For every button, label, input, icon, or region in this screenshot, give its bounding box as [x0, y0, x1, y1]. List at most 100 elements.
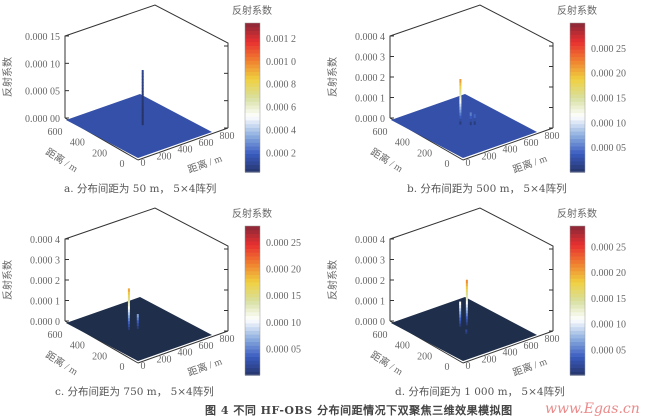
box-outline	[389, 4, 554, 128]
colorbar-tick-label: 0.000 20	[591, 268, 626, 279]
colorbar-segment	[245, 97, 260, 102]
colorbar-segment	[245, 334, 260, 339]
y-tick-label: 600	[373, 330, 388, 341]
colorbar-segment	[570, 293, 585, 298]
colorbar-segment	[570, 371, 585, 376]
z-tick-label: 0.000 0	[30, 317, 60, 328]
y-tick-label: 200	[417, 148, 432, 159]
peak-segment	[459, 88, 462, 92]
surface-floor	[66, 94, 212, 158]
peak-segment	[459, 319, 462, 324]
peak-segment	[459, 323, 462, 327]
x-tick-label: 800	[220, 131, 235, 142]
colorbar-segment	[245, 311, 260, 316]
subplot-caption: a. 分布间距为 50 m， 5×4阵列	[64, 183, 217, 195]
colorbar-segment	[570, 337, 585, 343]
colorbar-title: 反射系数	[232, 4, 272, 17]
colorbar-segment	[570, 86, 585, 91]
colorbar-segment	[570, 123, 585, 128]
x-tick-label: 600	[524, 138, 539, 149]
colorbar-segment	[570, 263, 585, 268]
z-tick-label: 0.000 4	[355, 32, 385, 43]
colorbar-segment	[570, 278, 585, 283]
peak-segment	[136, 325, 139, 329]
colorbar-segment	[570, 145, 585, 151]
peak-segment	[127, 300, 130, 304]
colorbar-segment	[570, 360, 585, 365]
colorbar-segment	[570, 296, 585, 302]
peak-segment	[141, 97, 144, 101]
peak-segment	[127, 288, 130, 292]
colorbar-segment	[570, 326, 585, 331]
colorbar-segment	[570, 60, 585, 65]
colorbar-segment	[245, 131, 260, 136]
colorbar-segment	[570, 259, 585, 264]
peak-segment	[459, 106, 462, 110]
x-tick-label: 600	[199, 138, 214, 149]
colorbar-segment	[245, 293, 260, 298]
peak-segment	[141, 106, 144, 111]
colorbar-segment	[245, 86, 260, 91]
peak-segment	[141, 121, 144, 126]
colorbar-segment	[245, 34, 260, 39]
colorbar-segment	[245, 345, 260, 350]
colorbar-segment	[245, 304, 260, 309]
colorbar-segment	[570, 341, 585, 346]
colorbar-segment	[570, 23, 585, 28]
y-tick-label: 0	[445, 362, 450, 373]
surface-plot-c: 0.000 0 0.000 1 0.000 2 0.000 3 0.000 4 反射系数 0…	[1, 207, 301, 379]
colorbar-segment	[570, 52, 585, 58]
colorbar-segment	[570, 330, 585, 335]
colorbar-segment	[570, 90, 585, 95]
colorbar-segment	[570, 78, 585, 84]
peak-segment	[459, 313, 462, 318]
colorbar-segment	[570, 285, 585, 290]
colorbar-segment	[245, 157, 260, 162]
colorbar-segment	[245, 244, 260, 249]
z-tick-label: 0.000 4	[355, 235, 385, 246]
peak-segment	[459, 121, 462, 125]
colorbar-segment	[245, 142, 260, 147]
colorbar-tick-label: 0.000 05	[591, 345, 626, 356]
colorbar-segment	[570, 160, 585, 166]
colorbar-segment	[570, 367, 585, 372]
colorbar-segment	[245, 41, 260, 46]
y-tick-label: 0	[120, 362, 125, 373]
peak-segment	[473, 117, 476, 122]
colorbar-tick-label: 0.000 6	[266, 103, 296, 114]
peak-segment	[465, 315, 468, 320]
z-tick-label: 0.000 4	[30, 235, 60, 246]
peak-segment	[127, 311, 130, 316]
colorbar-segment	[245, 108, 260, 113]
y-tick-label: 200	[92, 351, 107, 362]
x-tick-label: 400	[503, 348, 518, 359]
z-tick-label: 0.000 00	[25, 114, 60, 125]
colorbar-segment	[570, 63, 585, 69]
colorbar-segment	[570, 289, 585, 294]
x-tick-label: 0	[466, 361, 471, 372]
colorbar-tick-label: 0.000 10	[266, 318, 301, 329]
colorbar-segment	[245, 26, 260, 32]
colorbar-segment	[245, 78, 260, 84]
colorbar-segment	[245, 45, 260, 50]
colorbar-segment	[570, 67, 585, 73]
y-tick-label: 200	[417, 351, 432, 362]
colorbar-segment	[570, 229, 585, 235]
colorbar-title: 反射系数	[232, 207, 272, 220]
y-tick-label: 0	[445, 159, 450, 170]
colorbar-tick-label: 0.000 25	[591, 243, 626, 254]
x-tick-label: 200	[482, 354, 497, 365]
y-axis-label: 距离 / m	[368, 348, 405, 378]
peak-segment	[141, 91, 144, 95]
colorbar-segment	[570, 348, 585, 354]
colorbar-segment	[245, 356, 260, 361]
colorbar-segment	[245, 274, 260, 279]
surface-floor	[391, 297, 537, 361]
peak-segment	[459, 79, 462, 83]
peak-segment	[459, 94, 462, 98]
colorbar-segment	[570, 240, 585, 246]
z-tick-label: 0.000 3	[355, 256, 385, 267]
colorbar-segment	[570, 26, 585, 32]
colorbar-segment	[245, 307, 260, 313]
z-tick-label: 0.000 3	[30, 256, 60, 267]
